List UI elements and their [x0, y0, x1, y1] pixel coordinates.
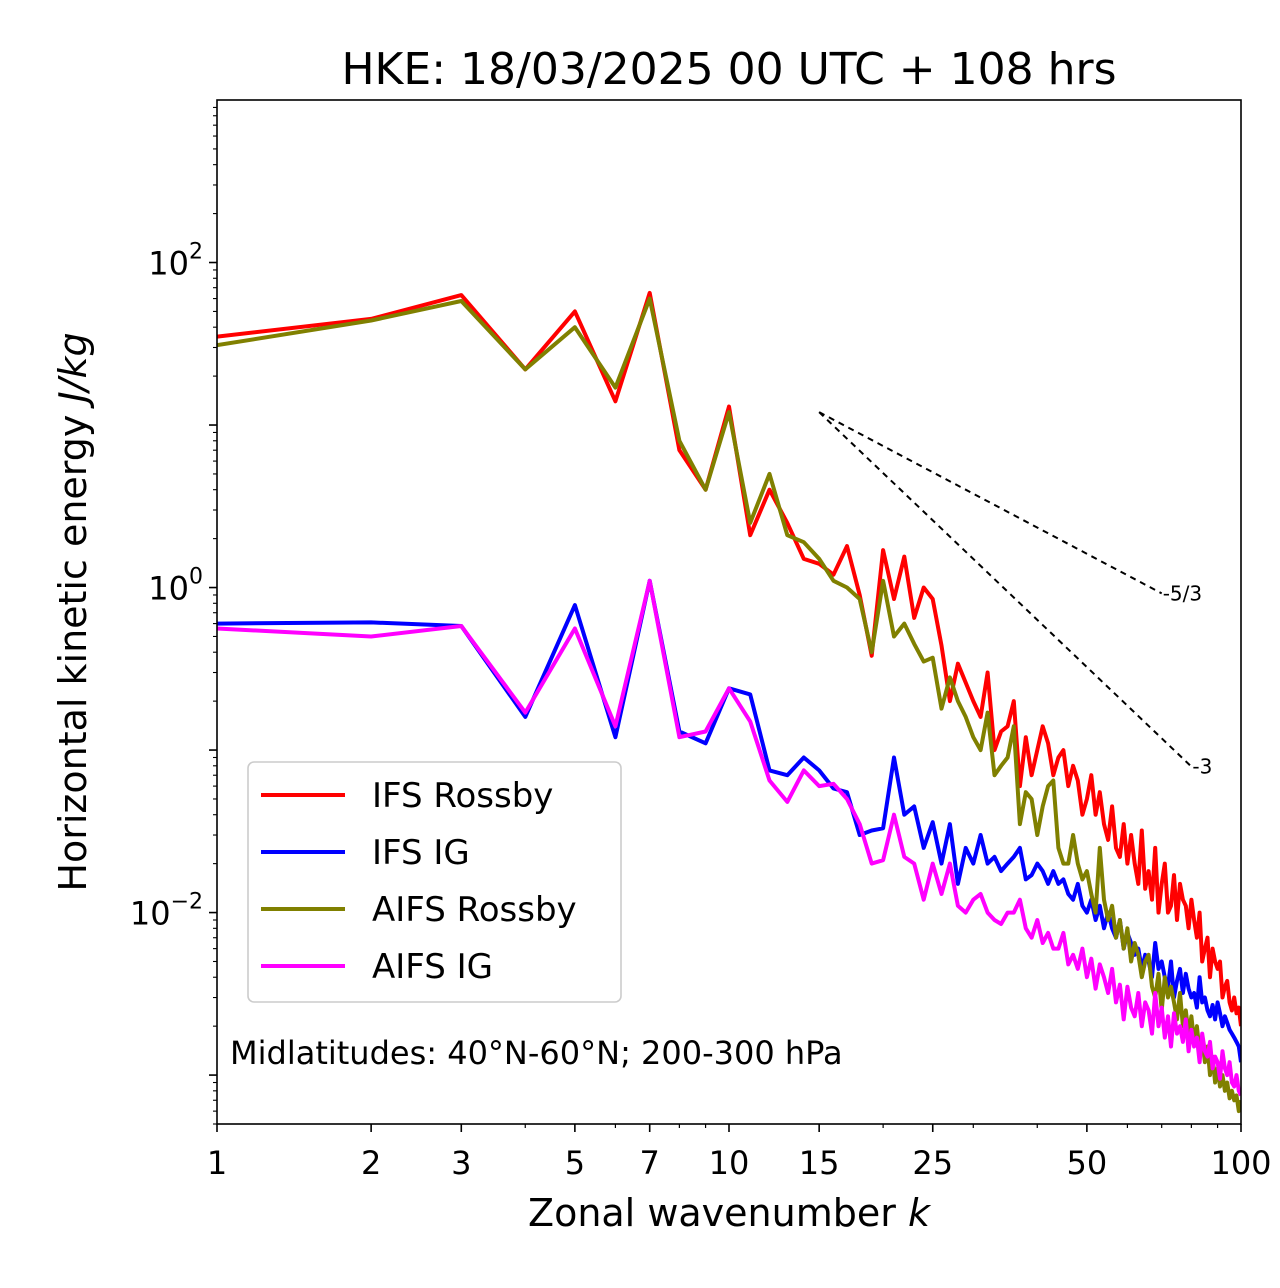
y-tick-label: 10−2: [130, 890, 203, 933]
legend-box: [247, 761, 622, 1003]
legend: IFS Rossby IFS IG AIFS Rossby AIFS IG: [247, 761, 622, 1003]
y-tick-label: 102: [148, 240, 203, 283]
reference-slope-line: [818, 411, 1163, 595]
x-tick-label: 5: [565, 1144, 585, 1182]
series-line-aifs-ig: [217, 578, 1241, 1097]
reference-slope-label: -5/3: [1163, 581, 1202, 605]
x-tick-label: 7: [640, 1144, 660, 1182]
legend-label: AIFS IG: [372, 947, 493, 987]
y-axis-label: Horizontal kinetic energy J/kg: [51, 332, 95, 891]
x-tick-label: 100: [1210, 1144, 1271, 1182]
x-tick-label: 15: [799, 1144, 840, 1182]
reference-slope-line: [818, 411, 1193, 768]
series-line-ifs-rossby: [217, 290, 1241, 1027]
x-axis-ticks: 1 2 3 5 7 10 15 25 50 100: [207, 1124, 1272, 1182]
x-tick-label: 50: [1067, 1144, 1108, 1182]
x-tick-label: 10: [709, 1144, 750, 1182]
legend-label: AIFS Rossby: [372, 890, 577, 930]
x-tick-label: 3: [451, 1144, 471, 1182]
y-tick-label: 100: [148, 565, 203, 608]
plot-area: -5/3 -3: [216, 99, 1242, 1125]
reference-slope-label: -3: [1192, 755, 1212, 779]
legend-label: IFS Rossby: [372, 776, 553, 816]
reference-slopes: -5/3 -3: [818, 411, 1212, 779]
x-axis-label: Zonal wavenumber k: [528, 1191, 932, 1235]
legend-label: IFS IG: [372, 833, 470, 873]
region-annotation: Midlatitudes: 40°N-60°N; 200-300 hPa: [230, 1034, 843, 1072]
y-axis-ticks: 102 100 10−2: [130, 106, 217, 1125]
x-tick-label: 1: [207, 1144, 227, 1182]
series-layer: [217, 290, 1241, 1114]
x-tick-label: 2: [361, 1144, 381, 1182]
chart-title: HKE: 18/03/2025 00 UTC + 108 hrs: [341, 44, 1116, 95]
x-tick-label: 25: [912, 1144, 953, 1182]
